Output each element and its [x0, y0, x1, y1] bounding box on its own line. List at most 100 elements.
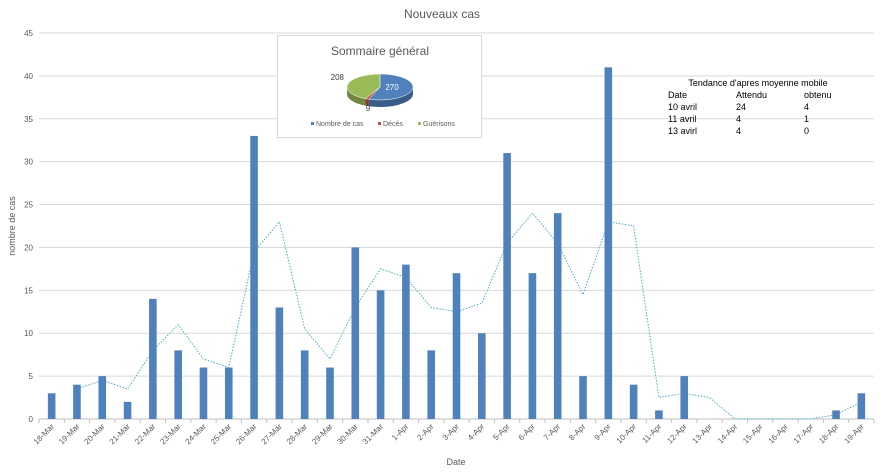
x-tick-label: 18-Mar: [32, 422, 57, 447]
bar: [73, 384, 81, 419]
x-tick-label: 8-Apr: [567, 422, 587, 442]
x-tick-label: 18-Apr: [817, 422, 841, 446]
x-axis-label: Date: [446, 457, 465, 467]
row-obtained: 4: [804, 102, 810, 112]
bar: [250, 135, 258, 419]
pie-slice-side: [368, 87, 413, 107]
bar: [553, 213, 562, 419]
x-tick-label: 20-Mar: [82, 422, 107, 447]
x-tick-label: 16-Apr: [767, 422, 791, 446]
row-expected: 4: [736, 114, 742, 124]
x-tick-label: 22-Mar: [133, 422, 158, 447]
x-tick-label: 1-Apr: [390, 422, 410, 442]
x-tick-label: 29-Mar: [310, 422, 335, 447]
row-obtained: 1: [804, 114, 810, 124]
bar: [98, 376, 107, 419]
x-tick-label: 17-Apr: [792, 422, 816, 446]
y-tick-labels: 0 5 10 15 20 25 30 35 40 45: [24, 29, 33, 424]
x-tick-label: 21-Mar: [108, 422, 133, 447]
bar: [199, 367, 208, 419]
x-tick-label: 25-Mar: [209, 422, 234, 447]
chart-title: Nouveaux cas: [404, 7, 480, 21]
moving-average-trendline: [76, 212, 862, 420]
row-expected: 24: [736, 102, 747, 112]
bar: [47, 393, 56, 419]
x-tick-label: 19-Mar: [57, 422, 82, 447]
row-date: 13 avirl: [668, 126, 698, 136]
y-tick-label: 0: [29, 415, 34, 424]
x-tick-label: 10-Apr: [615, 422, 639, 446]
pie-data-label: 270: [385, 83, 399, 92]
header-date: Date: [668, 90, 688, 100]
pie-legend: Nombre de cas Décès Guérisons: [311, 121, 455, 128]
x-tick-label: 27-Mar: [260, 422, 285, 447]
x-tick-labels: 18-Mar 19-Mar 20-Mar 21-Mar 22-Mar 23-Mar 24-M…: [32, 422, 866, 447]
bar: [300, 350, 309, 419]
trendline-path: [76, 212, 862, 420]
legend-label: Décès: [383, 121, 403, 128]
bar: [680, 376, 689, 419]
x-tick-label: 12-Apr: [665, 422, 689, 446]
x-tick-label: 28-Mar: [285, 422, 310, 447]
bar: [655, 410, 663, 419]
x-tick-label: 9-Apr: [593, 422, 613, 442]
x-tick-label: 15-Apr: [741, 422, 765, 446]
row-expected: 4: [736, 126, 742, 136]
x-tick-label: 24-Mar: [184, 422, 209, 447]
pie-data-labels: 270 9 208: [331, 73, 400, 113]
trend-table-title: Tendance d'apres moyenne mobile: [688, 78, 828, 88]
bar: [604, 67, 613, 420]
pie-slice-side: [365, 98, 369, 107]
pie-slices: [346, 73, 414, 107]
bar: [174, 350, 182, 419]
pie-slice-side: [347, 87, 366, 106]
x-tick-label: 3-Apr: [441, 422, 461, 442]
x-tick-label: 14-Apr: [716, 422, 740, 446]
trend-table-row: 13 avirl 4 0: [668, 126, 848, 138]
bar: [503, 153, 511, 420]
row-date: 10 avril: [668, 102, 698, 112]
x-tick-label: 6-Apr: [517, 422, 537, 442]
y-tick-label: 20: [24, 243, 33, 252]
bar: [528, 273, 537, 419]
pie-slice: [368, 73, 414, 101]
x-tick-label: 2-Apr: [415, 422, 435, 442]
bar: [351, 247, 360, 419]
trend-table-header: Date Attendu obtenu: [668, 90, 848, 102]
bar-series: [47, 67, 866, 420]
bar: [832, 410, 840, 419]
bar: [275, 307, 284, 419]
y-tick-label: 35: [24, 115, 33, 124]
legend-marker: [378, 122, 381, 125]
x-tick-label: 19-Apr: [842, 422, 866, 446]
bar: [224, 367, 233, 419]
x-tick-label: 31-Mar: [361, 422, 386, 447]
bar: [629, 384, 638, 419]
summary-title: Sommaire général: [331, 44, 429, 58]
y-tick-label: 5: [29, 372, 34, 381]
x-tick-label: 11-Apr: [640, 422, 663, 445]
y-tick-label: 15: [24, 286, 33, 295]
y-tick-label: 25: [24, 201, 33, 210]
y-tick-label: 45: [24, 29, 33, 38]
x-tick-label: 26-Mar: [234, 422, 259, 447]
bar: [579, 376, 587, 419]
bar: [452, 273, 461, 419]
x-tick-label: 7-Apr: [542, 422, 562, 442]
x-tick-label: 4-Apr: [466, 422, 486, 442]
x-tick-label: 13-Apr: [691, 422, 715, 446]
bar: [402, 264, 410, 419]
legend-label: Guérisons: [423, 121, 455, 128]
trend-table-row: 11 avril 4 1: [668, 114, 848, 126]
x-tick-label: 30-Mar: [335, 422, 360, 447]
bar: [857, 393, 866, 419]
legend-label: Nombre de cas: [316, 121, 364, 128]
bar: [427, 350, 435, 419]
pie-data-label: 208: [331, 73, 345, 82]
y-tick-label: 30: [24, 158, 33, 167]
summary-pie-chart: Sommaire général 270 9 208 Nombre de cas Dé…: [311, 44, 455, 128]
y-axis-label: nombre de cas: [7, 196, 17, 256]
pie-data-label: 9: [366, 104, 371, 113]
row-obtained: 0: [804, 126, 810, 136]
